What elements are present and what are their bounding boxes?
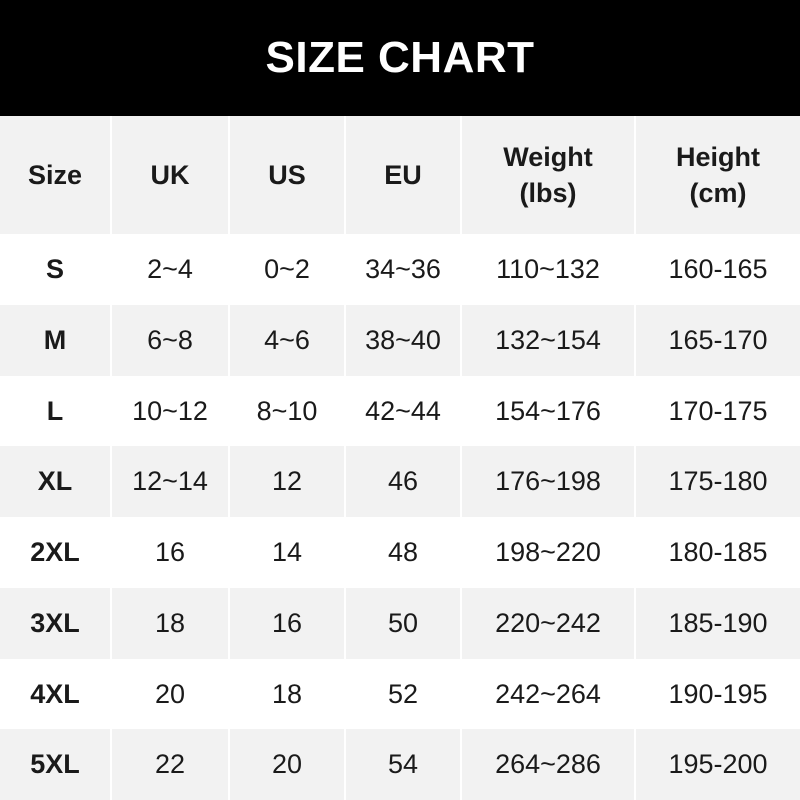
table-cell: 48 <box>346 517 462 588</box>
table-cell: 185-190 <box>636 587 800 659</box>
table-cell: 8~10 <box>230 375 346 447</box>
column-header: Height (cm) <box>636 116 800 234</box>
table-cell: 12 <box>230 446 346 517</box>
table-cell: 264~286 <box>462 729 636 800</box>
size-label-cell: L <box>0 375 112 447</box>
table-cell: 170-175 <box>668 395 768 426</box>
table-cell: 6~8 <box>112 304 230 376</box>
table-cell: 242~264 <box>462 658 636 730</box>
table-cell: 38~40 <box>346 304 462 376</box>
size-label-cell: M <box>0 304 112 376</box>
table-cell: 22 <box>112 729 230 800</box>
column-header: US <box>230 116 346 234</box>
column-header: EU <box>346 116 462 234</box>
table-cell: 20 <box>112 658 230 730</box>
size-label-cell: XL <box>0 446 112 517</box>
table-cell: 180-185 <box>668 537 768 568</box>
table-cell: 34~36 <box>346 234 462 305</box>
table-cell: 195-200 <box>636 729 800 800</box>
table-cell: 18 <box>230 658 346 730</box>
table-cell: 110~132 <box>462 234 636 305</box>
table-cell: 16 <box>230 587 346 659</box>
size-label-cell: 2XL <box>0 517 112 588</box>
table-cell: 50 <box>346 587 462 659</box>
table-cell: 154~176 <box>462 375 636 447</box>
table-cell: 160-165 <box>668 254 768 285</box>
table-cell: 165-170 <box>636 304 800 376</box>
size-label-cell: 4XL <box>0 658 112 730</box>
column-header: UK <box>112 116 230 234</box>
table-cell: 14 <box>230 517 346 588</box>
column-header: Weight (lbs) <box>462 116 636 234</box>
size-label-cell: 5XL <box>0 729 112 800</box>
table-cell: 46 <box>346 446 462 517</box>
table-cell: 42~44 <box>346 375 462 447</box>
table-cell: 2~4 <box>112 234 230 305</box>
size-chart-title: SIZE CHART <box>0 0 800 116</box>
column-header: Size <box>0 116 112 234</box>
table-cell: 18 <box>112 587 230 659</box>
size-label-cell: 3XL <box>0 587 112 659</box>
table-cell: 176~198 <box>462 446 636 517</box>
table-cell: 12~14 <box>112 446 230 517</box>
table-cell: 190-195 <box>668 678 768 709</box>
table-cell: 16 <box>112 517 230 588</box>
table-cell: 198~220 <box>462 517 636 588</box>
table-cell: 10~12 <box>112 375 230 447</box>
size-label-cell: S <box>0 234 112 305</box>
table-cell: 175-180 <box>636 446 800 517</box>
table-cell: 4~6 <box>230 304 346 376</box>
table-cell: 54 <box>346 729 462 800</box>
table-cell: 132~154 <box>462 304 636 376</box>
table-cell: 20 <box>230 729 346 800</box>
size-table: Size UK US EU Weight (lbs) Height (cm) S 2~4 0~2… <box>0 116 800 800</box>
table-cell: 52 <box>346 658 462 730</box>
table-cell: 0~2 <box>230 234 346 305</box>
table-cell: 220~242 <box>462 587 636 659</box>
